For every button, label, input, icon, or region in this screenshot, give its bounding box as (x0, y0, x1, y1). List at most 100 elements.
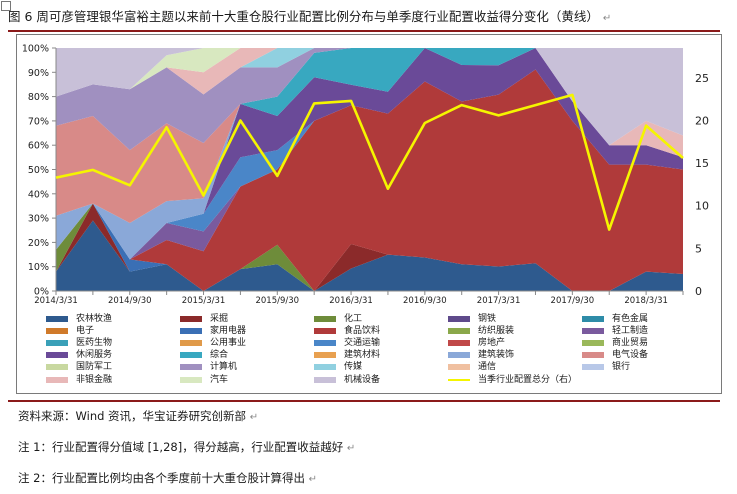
note-2-text: 注 2：行业配置比例均由各个季度前十大重仓股计算得出 (18, 471, 305, 485)
legend-swatch (46, 340, 68, 347)
legend-swatch (582, 352, 604, 359)
legend-swatch (582, 316, 604, 322)
legend-label: 机械设备 (344, 374, 381, 385)
y-tick-label-left: 0% (34, 287, 49, 298)
legend-label: 建筑装饰 (478, 350, 515, 361)
y-tick-label-left: 80% (28, 92, 49, 103)
legend-label: 国防军工 (76, 362, 113, 373)
legend-label: 房地产 (478, 338, 506, 349)
legend-label: 综合 (210, 350, 229, 361)
legend-swatch (46, 364, 68, 371)
y-tick-label-right: 25 (695, 72, 709, 85)
legend-swatch (180, 316, 202, 322)
y-tick-label-left: 50% (28, 165, 49, 176)
chart-legend: 农林牧渔 采掘 化工 钢铁 有色金属 电子 家用电器 食品饮料 纺织服装 轻工制造 医药生物 公用事业… (46, 313, 716, 395)
y-tick-label-left: 100% (22, 44, 49, 55)
y-tick-label-right: 20 (695, 114, 709, 127)
area-series (56, 48, 683, 260)
area-series (56, 48, 683, 146)
area-series (56, 48, 683, 158)
legend-swatch (314, 364, 336, 371)
area-series (56, 48, 683, 260)
legend-label: 电气设备 (612, 350, 649, 361)
x-tick-label: 2017/9/30 (551, 296, 595, 306)
x-tick-label: 2016/9/30 (403, 296, 447, 306)
x-tick-label: 2016/3/31 (329, 296, 373, 306)
y-tick-label-left: 40% (28, 189, 49, 200)
return-mark: ↵ (602, 13, 612, 24)
legend-swatch (314, 328, 336, 335)
legend-swatch (46, 328, 68, 335)
legend-label: 通信 (478, 362, 497, 373)
note-2: 注 2：行业配置比例均由各个季度前十大重仓股计算得出 ↵ (18, 470, 317, 486)
x-tick-label: 2015/3/31 (182, 296, 226, 306)
legend-label: 非银金融 (76, 374, 113, 385)
y-tick-label-right: 0 (695, 285, 702, 298)
source-rule (8, 400, 720, 402)
return-mark: ↵ (346, 443, 356, 454)
legend-swatch (180, 364, 202, 371)
area-series (56, 69, 683, 291)
legend-label: 轻工制造 (612, 326, 649, 337)
area-series (56, 220, 683, 291)
legend-swatch (180, 376, 202, 383)
y-tick-label-left: 20% (28, 238, 49, 249)
chart-border (16, 34, 722, 394)
legend-swatch (180, 340, 202, 347)
return-mark: ↵ (249, 412, 259, 423)
legend-label: 有色金属 (612, 314, 649, 324)
y-tick-label-left: 10% (28, 262, 49, 273)
y-tick-label-right: 5 (695, 242, 702, 255)
legend-label: 休闲服务 (76, 350, 113, 361)
legend-label: 交通运输 (344, 338, 381, 349)
legend-swatch (314, 376, 336, 383)
figure-title: 图 6 周可彦管理银华富裕主题以来前十大重仓股行业配置比例分布与单季度行业配置收… (8, 6, 728, 28)
x-tick-label: 2014/9/30 (108, 296, 152, 306)
legend-label: 建筑材料 (344, 350, 381, 361)
source-text: 资料来源：Wind 资讯，华宝证券研究创新部 (18, 409, 247, 423)
x-tick-label: 2015/9/30 (255, 296, 299, 306)
legend-swatch (582, 364, 604, 371)
area-series (56, 69, 683, 260)
legend-swatch (448, 340, 470, 347)
note-1: 注 1：行业配置得分值域 [1,28]，得分越高，行业配置收益越好 ↵ (18, 439, 355, 455)
legend-label: 医药生物 (76, 338, 113, 349)
note-1-text: 注 1：行业配置得分值域 [1,28]，得分越高，行业配置收益越好 (18, 440, 344, 454)
x-tick-label: 2018/3/31 (624, 296, 668, 306)
legend-swatch (448, 316, 470, 322)
legend-swatch (314, 340, 336, 347)
legend-swatch (46, 316, 68, 322)
legend-label: 农林牧渔 (76, 314, 113, 324)
legend-label: 纺织服装 (478, 326, 515, 337)
legend-label: 汽车 (210, 374, 229, 385)
chart-svg: 0% 10% 20% 30% 40% 50% 60% 70% 80% 90% 100% 0 5 10 15 2… (16, 34, 722, 394)
chart-frame: 0% 10% 20% 30% 40% 50% 60% 70% 80% 90% 100% 0 5 10 15 2… (16, 34, 722, 394)
figure-title-text: 图 6 周可彦管理银华富裕主题以来前十大重仓股行业配置比例分布与单季度行业配置收… (8, 9, 599, 24)
x-tick-label: 2014/3/31 (34, 296, 78, 306)
area-series (56, 48, 683, 158)
legend-swatch (448, 378, 470, 381)
y-tick-label-left: 30% (28, 214, 49, 225)
legend-swatch (314, 316, 336, 322)
legend-label: 公用事业 (210, 338, 247, 349)
title-rule (8, 30, 720, 32)
legend-label: 钢铁 (478, 314, 497, 324)
legend-label: 银行 (612, 362, 631, 373)
legend-label: 食品饮料 (344, 326, 381, 337)
legend-swatch (180, 352, 202, 359)
legend-swatch (448, 328, 470, 335)
legend-label: 传媒 (344, 362, 363, 373)
legend-label: 家用电器 (210, 326, 247, 337)
legend-swatch (582, 340, 604, 347)
legend-swatch (582, 328, 604, 335)
legend-swatch (46, 352, 68, 359)
y-tick-label-left: 70% (28, 116, 49, 127)
anchor-marker (1, 1, 11, 11)
legend-label: 商业贸易 (612, 338, 649, 349)
legend-label: 化工 (344, 314, 363, 324)
y-tick-label-left: 90% (28, 68, 49, 79)
return-mark: ↵ (308, 474, 318, 485)
legend-label: 当季行业配置总分（右） (478, 374, 578, 385)
x-tick-label: 2017/3/31 (477, 296, 521, 306)
legend-swatch (46, 376, 68, 383)
